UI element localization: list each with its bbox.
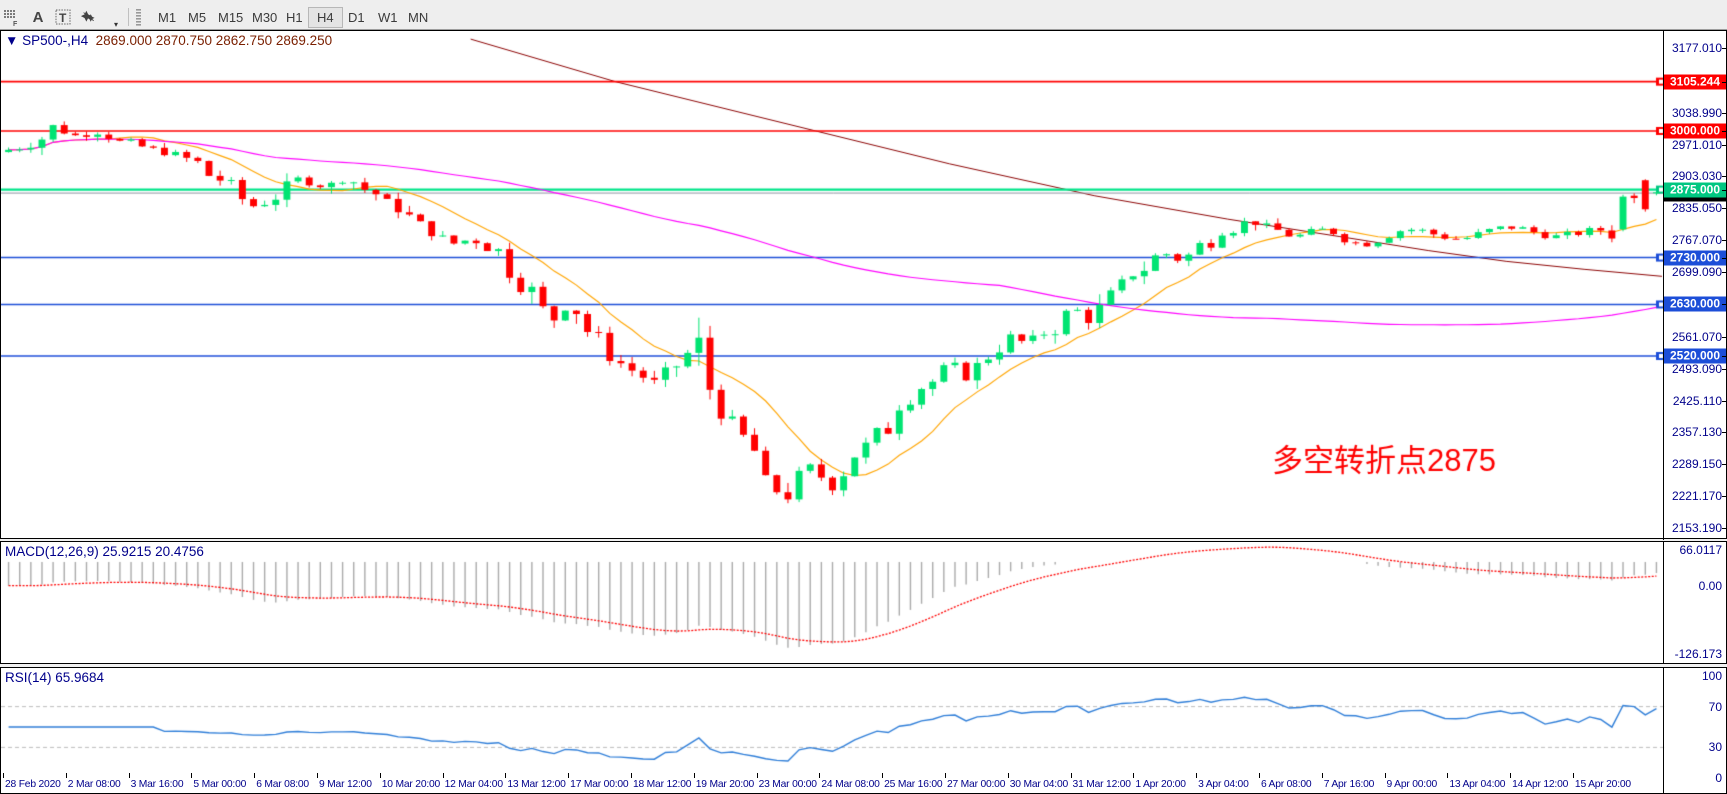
svg-text:T: T bbox=[59, 11, 67, 25]
svg-text:F: F bbox=[13, 21, 18, 27]
